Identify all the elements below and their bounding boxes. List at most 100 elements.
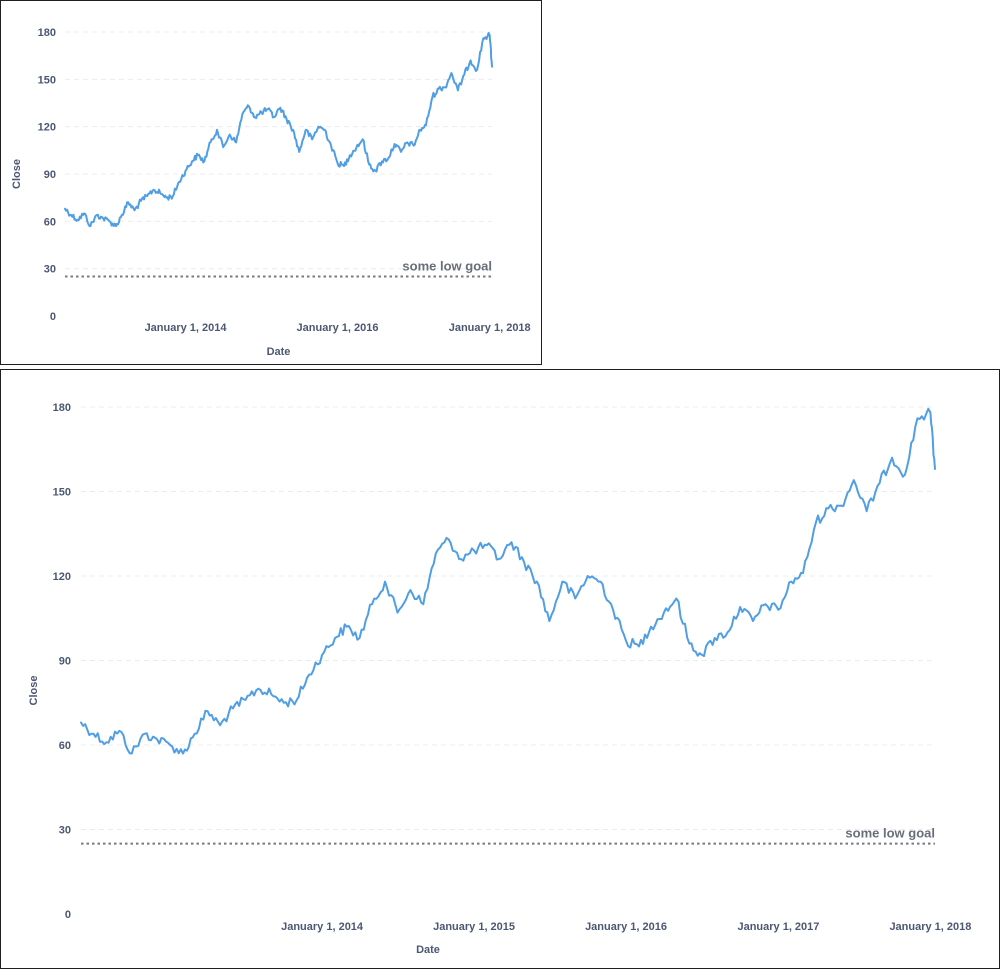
small-data-point[interactable] [316, 125, 320, 129]
small-data-point[interactable] [95, 213, 99, 217]
large-data-point[interactable] [447, 537, 451, 541]
large-data-point[interactable] [143, 732, 147, 736]
large-data-point[interactable] [738, 605, 742, 609]
small-data-point[interactable] [152, 188, 156, 192]
small-data-point[interactable] [488, 33, 492, 37]
small-data-point[interactable] [367, 163, 371, 167]
large-data-point[interactable] [383, 580, 387, 584]
small-data-point[interactable] [69, 213, 73, 217]
small-data-point[interactable] [63, 207, 67, 211]
large-data-point[interactable] [333, 636, 337, 640]
small-data-point[interactable] [475, 68, 479, 72]
large-data-point[interactable] [789, 580, 793, 584]
large-data-point[interactable] [408, 588, 412, 592]
large-data-point[interactable] [485, 543, 489, 547]
small-data-point[interactable] [228, 133, 232, 137]
small-data-point[interactable] [164, 196, 168, 200]
large-data-point[interactable] [256, 687, 260, 691]
large-data-point[interactable] [218, 723, 222, 727]
large-data-point[interactable] [79, 720, 83, 724]
large-data-point[interactable] [117, 729, 121, 733]
large-data-point[interactable] [370, 602, 374, 606]
small-data-point[interactable] [373, 169, 377, 173]
large-data-point[interactable] [269, 692, 273, 696]
large-data-point[interactable] [421, 602, 425, 606]
large-data-point[interactable] [839, 504, 843, 508]
small-data-point[interactable] [393, 142, 397, 146]
large-data-point[interactable] [890, 456, 894, 460]
small-data-point[interactable] [234, 140, 238, 144]
large-data-point[interactable] [764, 602, 768, 606]
small-data-point[interactable] [145, 194, 149, 198]
large-data-point[interactable] [586, 574, 590, 578]
small-data-point[interactable] [297, 150, 301, 154]
small-data-point[interactable] [354, 145, 358, 149]
large-data-point[interactable] [801, 571, 805, 575]
small-data-point[interactable] [76, 218, 80, 222]
large-data-point[interactable] [624, 639, 628, 643]
small-data-point[interactable] [329, 144, 333, 148]
large-data-point[interactable] [599, 580, 603, 584]
small-data-point[interactable] [266, 107, 270, 111]
small-data-point[interactable] [177, 180, 181, 184]
small-data-point[interactable] [462, 73, 466, 77]
small-data-point[interactable] [247, 104, 251, 108]
small-data-point[interactable] [221, 145, 225, 149]
small-data-point[interactable] [190, 159, 194, 163]
small-data-point[interactable] [437, 87, 441, 91]
large-data-point[interactable] [637, 644, 641, 648]
small-data-point[interactable] [418, 128, 422, 132]
large-data-point[interactable] [295, 698, 299, 702]
small-data-point[interactable] [184, 169, 188, 173]
large-data-point[interactable] [776, 608, 780, 612]
large-data-point[interactable] [916, 416, 920, 420]
small-data-point[interactable] [202, 159, 206, 163]
small-data-point[interactable] [430, 95, 434, 99]
large-data-point[interactable] [193, 732, 197, 736]
small-data-point[interactable] [209, 140, 213, 144]
large-data-point[interactable] [282, 701, 286, 705]
small-data-point[interactable] [285, 117, 289, 121]
small-data-point[interactable] [405, 140, 409, 144]
large-data-point[interactable] [560, 580, 564, 584]
small-data-point[interactable] [412, 144, 416, 148]
large-data-point[interactable] [91, 732, 95, 736]
small-data-point[interactable] [399, 150, 403, 154]
small-data-point[interactable] [253, 115, 257, 119]
large-data-point[interactable] [826, 506, 830, 510]
large-data-point[interactable] [104, 740, 108, 744]
large-data-point[interactable] [535, 580, 539, 584]
small-data-point[interactable] [323, 128, 327, 132]
large-data-point[interactable] [814, 520, 818, 524]
small-data-point[interactable] [114, 224, 118, 228]
large-data-point[interactable] [395, 611, 399, 615]
large-data-point[interactable] [865, 509, 869, 513]
large-data-point[interactable] [662, 611, 666, 615]
small-data-point[interactable] [278, 106, 282, 110]
large-data-point[interactable] [522, 560, 526, 564]
small-data-point[interactable] [342, 164, 346, 168]
large-data-point[interactable] [547, 619, 551, 623]
large-data-point[interactable] [903, 473, 907, 477]
small-data-point[interactable] [272, 115, 276, 119]
small-data-point[interactable] [101, 216, 105, 220]
small-data-point[interactable] [481, 36, 485, 40]
small-data-point[interactable] [240, 112, 244, 116]
small-data-point[interactable] [171, 194, 175, 198]
large-data-point[interactable] [320, 653, 324, 657]
small-data-point[interactable] [361, 137, 365, 141]
large-data-point[interactable] [345, 625, 349, 629]
small-data-point[interactable] [158, 191, 162, 195]
large-data-point[interactable] [206, 709, 210, 713]
small-data-point[interactable] [310, 137, 314, 141]
small-data-point[interactable] [133, 208, 137, 212]
large-data-point[interactable] [852, 478, 856, 482]
small-data-point[interactable] [449, 71, 453, 75]
small-data-point[interactable] [260, 110, 264, 114]
small-data-point[interactable] [386, 156, 390, 160]
small-data-point[interactable] [215, 128, 219, 132]
large-data-point[interactable] [649, 625, 653, 629]
large-data-point[interactable] [307, 673, 311, 677]
large-data-point[interactable] [181, 751, 185, 755]
large-data-point[interactable] [700, 653, 704, 657]
